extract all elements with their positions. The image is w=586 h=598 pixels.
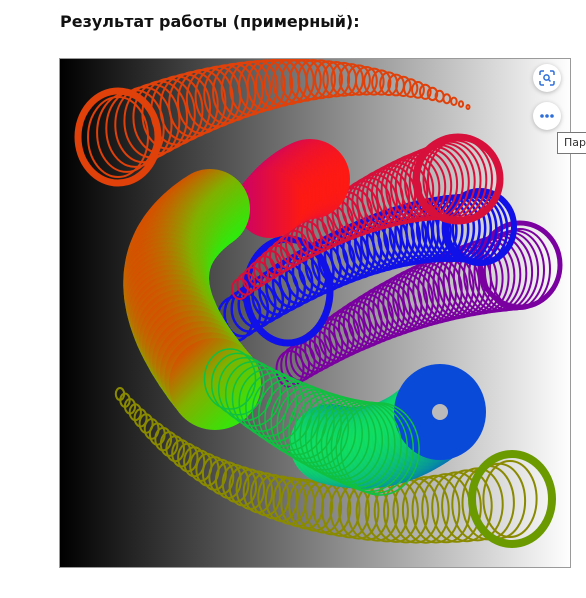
more-options-button[interactable] bbox=[533, 102, 561, 130]
generated-artwork bbox=[59, 58, 571, 568]
visual-search-button[interactable] bbox=[533, 64, 561, 92]
more-dots-icon bbox=[539, 113, 555, 119]
ring bbox=[432, 404, 448, 420]
page-heading: Результат работы (примерный): bbox=[60, 12, 360, 31]
tooltip: Пар bbox=[557, 132, 586, 154]
visual-search-icon bbox=[539, 70, 555, 86]
artwork-canvas bbox=[60, 59, 571, 568]
